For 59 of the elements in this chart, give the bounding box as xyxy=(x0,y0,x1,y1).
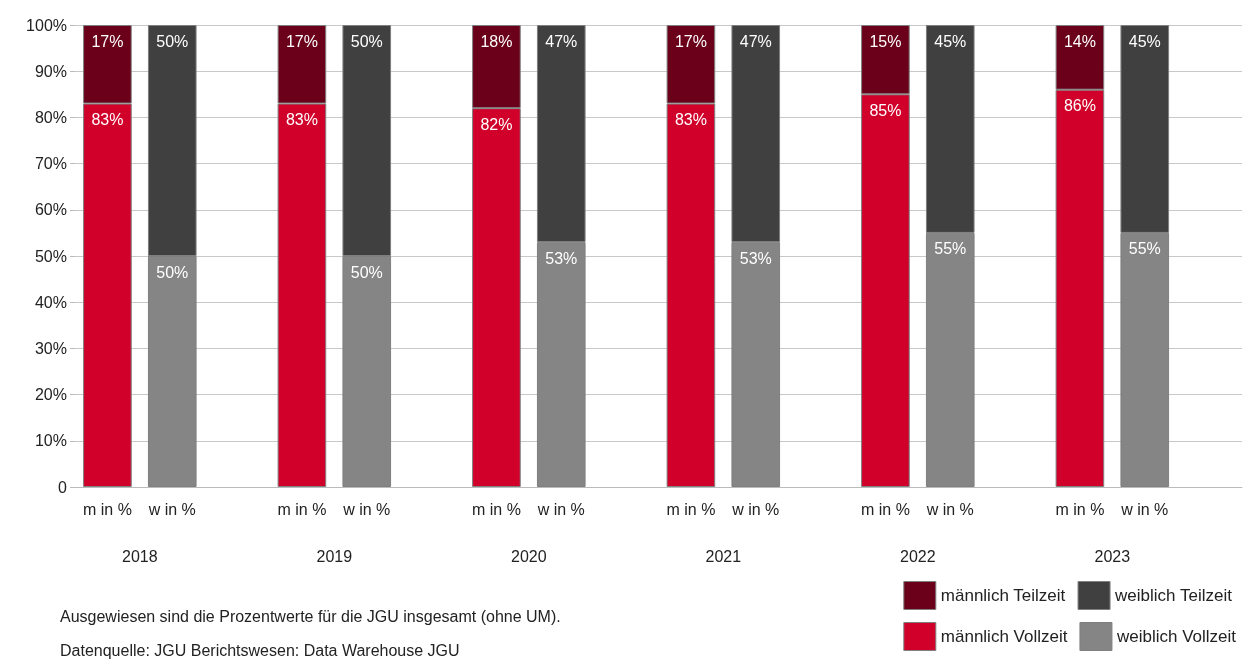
x-tick-label: w in % xyxy=(731,500,780,518)
data-label: 45% xyxy=(934,32,967,50)
legend-label: männlich Teilzeit xyxy=(940,586,1066,605)
data-label: 47% xyxy=(545,32,578,50)
x-tick-label: w in % xyxy=(1120,500,1169,518)
data-label: 53% xyxy=(739,249,772,267)
data-label: 14% xyxy=(1063,32,1096,50)
y-tick-label: 60% xyxy=(34,201,67,219)
text: 2019 xyxy=(316,547,353,565)
y-tick-label: 100% xyxy=(26,16,67,34)
data-label: 50% xyxy=(156,263,189,281)
legend-label: weiblich Vollzeit xyxy=(1115,627,1237,646)
legend-label: weiblich Teilzeit xyxy=(1114,586,1233,605)
text: Datenquelle: JGU Berichtswesen: Data Warehouse JGU xyxy=(60,641,460,659)
x-tick-label: w in % xyxy=(147,500,196,518)
x-tick-label: m in % xyxy=(277,500,327,518)
data-label: 17% xyxy=(91,32,124,50)
y-tick-label: 40% xyxy=(34,293,67,311)
data-label: 17% xyxy=(674,32,707,50)
text: 2022 xyxy=(900,547,936,565)
x-tick-label: w in % xyxy=(342,500,391,518)
data-label: 55% xyxy=(1128,240,1161,258)
data-label: 86% xyxy=(1063,97,1096,115)
data-label: 50% xyxy=(350,263,383,281)
x-tick-label: m in % xyxy=(666,500,716,518)
data-label: 18% xyxy=(480,32,513,50)
data-label: 83% xyxy=(91,111,124,129)
y-tick-label: 0 xyxy=(58,478,68,496)
data-label: 45% xyxy=(1128,32,1161,50)
text: 2023 xyxy=(1094,547,1131,565)
y-tick-label: 30% xyxy=(34,339,67,357)
data-label: 82% xyxy=(480,115,513,133)
x-tick-label: m in % xyxy=(1055,500,1105,518)
data-label: 50% xyxy=(350,32,383,50)
y-tick-label: 50% xyxy=(34,247,67,265)
x-tick-label: w in % xyxy=(536,500,585,518)
data-label: 85% xyxy=(869,101,902,119)
data-label: 15% xyxy=(869,32,902,50)
data-label: 17% xyxy=(285,32,318,50)
y-tick-label: 20% xyxy=(34,386,67,404)
text: 2021 xyxy=(705,547,742,565)
data-label: 47% xyxy=(739,32,772,50)
data-label: 83% xyxy=(285,111,318,129)
text: 2020 xyxy=(511,547,547,565)
y-tick-label: 80% xyxy=(34,108,67,126)
x-tick-label: m in % xyxy=(82,500,132,518)
data-label: 55% xyxy=(934,240,967,258)
y-tick-label: 70% xyxy=(34,155,67,173)
x-tick-label: w in % xyxy=(925,500,974,518)
x-tick-label: m in % xyxy=(860,500,910,518)
data-label: 50% xyxy=(156,32,189,50)
text: 2018 xyxy=(122,547,158,565)
text: Ausgewiesen sind die Prozentwerte für die JGU insgesamt (ohne UM). xyxy=(60,607,561,625)
data-label: 83% xyxy=(674,111,707,129)
legend-label: männlich Vollzeit xyxy=(940,627,1068,646)
data-label: 53% xyxy=(545,249,578,267)
y-tick-label: 90% xyxy=(34,62,67,80)
x-tick-label: m in % xyxy=(471,500,521,518)
y-tick-label: 10% xyxy=(34,432,67,450)
